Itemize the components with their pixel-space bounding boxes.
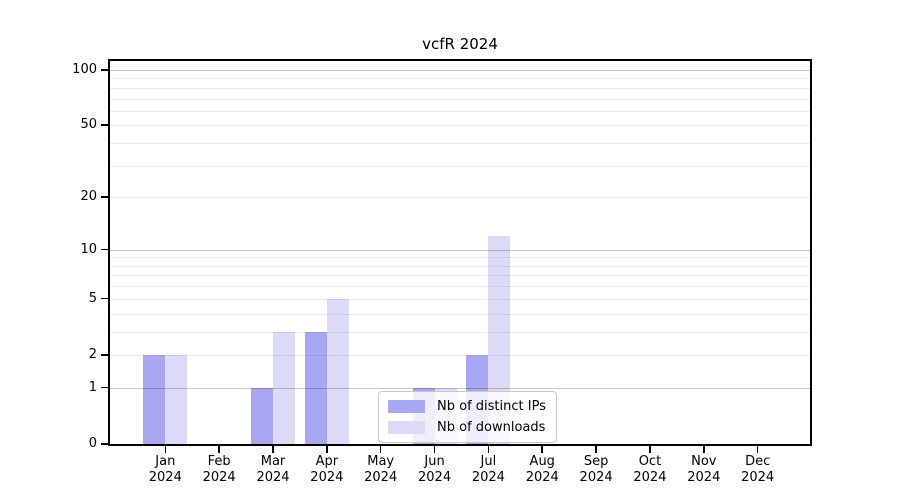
x-tick-feb bbox=[218, 446, 220, 453]
y-tick-5 bbox=[101, 297, 108, 300]
x-tick-label-feb: Feb 2024 bbox=[202, 454, 236, 485]
x-tick-label-aug: Aug 2024 bbox=[525, 454, 559, 485]
y-tick-10 bbox=[101, 248, 108, 251]
gridline-minor-4 bbox=[110, 313, 810, 315]
gridline-minor-90 bbox=[110, 78, 810, 80]
y-tick-100 bbox=[101, 68, 108, 71]
y-tick-0 bbox=[101, 443, 108, 445]
gridline-major-1 bbox=[110, 387, 810, 389]
x-tick-jul bbox=[487, 446, 490, 453]
y-tick-label-10: 10 bbox=[80, 241, 97, 257]
x-tick-label-mar: Mar 2024 bbox=[256, 454, 290, 485]
x-tick-sep bbox=[595, 446, 597, 453]
x-tick-apr bbox=[326, 446, 328, 453]
x-tick-label-apr: Apr 2024 bbox=[310, 454, 344, 485]
x-tick-jan bbox=[164, 446, 167, 453]
x-tick-label-jul: Jul 2024 bbox=[471, 454, 505, 485]
gridline-minor-2 bbox=[110, 354, 810, 356]
gridline-major-100 bbox=[110, 69, 810, 71]
bar-downloads-mar bbox=[273, 331, 295, 444]
y-tick-label-2: 2 bbox=[88, 346, 97, 362]
x-tick-label-oct: Oct 2024 bbox=[633, 454, 667, 485]
gridline-minor-40 bbox=[110, 143, 810, 145]
legend-label-distinct-ips: Nb of distinct IPs bbox=[437, 399, 546, 414]
gridline-minor-8 bbox=[110, 265, 810, 267]
x-tick-dec bbox=[756, 446, 759, 453]
spine-bottom bbox=[109, 444, 811, 446]
legend: Nb of distinct IPs Nb of downloads bbox=[378, 391, 557, 443]
y-tick-label-20: 20 bbox=[80, 189, 97, 205]
y-tick-label-0: 0 bbox=[88, 436, 97, 451]
spine-left bbox=[108, 59, 110, 446]
y-tick-label-5: 5 bbox=[88, 290, 97, 306]
x-tick-mar bbox=[272, 446, 274, 453]
y-tick-1 bbox=[101, 386, 108, 389]
bar-ips-jan bbox=[143, 354, 166, 444]
y-tick-2 bbox=[101, 353, 108, 356]
x-tick-label-may: May 2024 bbox=[364, 454, 398, 485]
gridline-minor-60 bbox=[110, 110, 810, 112]
gridlines-layer bbox=[110, 61, 810, 444]
plot-area bbox=[110, 61, 810, 444]
gridline-minor-20 bbox=[110, 197, 810, 199]
bar-downloads-jan bbox=[165, 354, 188, 444]
x-tick-aug bbox=[541, 446, 544, 453]
bar-downloads-apr bbox=[326, 298, 349, 444]
spine-top bbox=[109, 59, 811, 61]
bar-ips-mar bbox=[251, 387, 273, 444]
x-tick-label-jun: Jun 2024 bbox=[418, 454, 452, 485]
legend-swatch-downloads bbox=[388, 421, 425, 434]
gridline-minor-5 bbox=[110, 298, 810, 300]
y-tick-20 bbox=[101, 196, 108, 198]
bar-ips-apr bbox=[304, 331, 327, 444]
gridline-minor-70 bbox=[110, 98, 810, 100]
y-tick-label-1: 1 bbox=[88, 379, 97, 395]
gridline-minor-80 bbox=[110, 87, 810, 89]
legend-label-downloads: Nb of downloads bbox=[437, 420, 546, 435]
legend-item-downloads: Nb of downloads bbox=[388, 419, 546, 436]
legend-item-distinct-ips: Nb of distinct IPs bbox=[388, 398, 546, 415]
y-tick-50 bbox=[101, 124, 108, 126]
y-tick-label-100: 100 bbox=[72, 61, 97, 77]
gridline-minor-7 bbox=[110, 275, 810, 277]
x-tick-label-nov: Nov 2024 bbox=[687, 454, 721, 485]
gridline-major-10 bbox=[110, 249, 810, 251]
gridline-minor-6 bbox=[110, 286, 810, 288]
x-tick-jun bbox=[433, 446, 436, 453]
x-tick-label-sep: Sep 2024 bbox=[579, 454, 613, 485]
y-tick-label-50: 50 bbox=[80, 117, 97, 133]
gridline-minor-3 bbox=[110, 331, 810, 333]
gridline-minor-30 bbox=[110, 165, 810, 167]
legend-swatch-distinct-ips bbox=[388, 400, 425, 413]
x-tick-label-jan: Jan 2024 bbox=[148, 454, 182, 485]
chart-title: vcfR 2024 bbox=[422, 35, 498, 53]
x-tick-oct bbox=[649, 446, 651, 453]
spine-right bbox=[810, 59, 812, 446]
x-tick-label-dec: Dec 2024 bbox=[741, 454, 775, 485]
x-tick-nov bbox=[703, 446, 705, 453]
x-tick-may bbox=[379, 446, 382, 453]
gridline-minor-9 bbox=[110, 257, 810, 259]
gridline-minor-50 bbox=[110, 125, 810, 127]
